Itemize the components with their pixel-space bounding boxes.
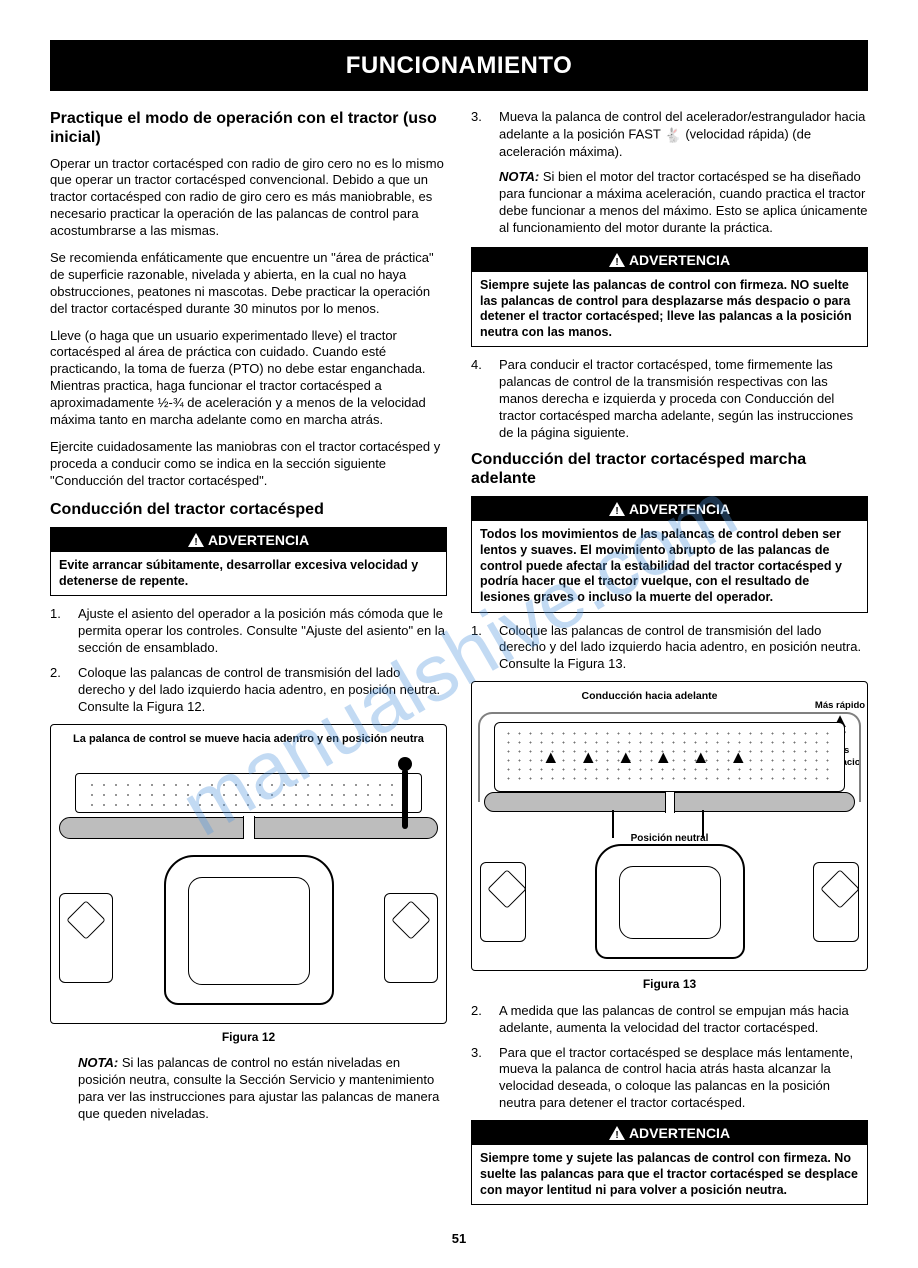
step-r1: Coloque las palancas de control de trans… xyxy=(499,623,868,674)
step-num-r2: 2. xyxy=(471,1003,499,1037)
note-label-1: NOTA: xyxy=(78,1055,118,1070)
warning-body-1: Evite arrancar súbitamente, desarrollar … xyxy=(51,552,446,595)
warning-header-4: ! ADVERTENCIA xyxy=(472,1121,867,1145)
warning-triangle-icon: ! xyxy=(609,253,625,267)
figure-13-top-label: Conducción hacia adelante xyxy=(472,682,867,702)
step-num-4: 4. xyxy=(471,357,499,441)
right-column: 3. Mueva la palanca de control del acele… xyxy=(471,109,868,1215)
warning-header-2: ! ADVERTENCIA xyxy=(472,248,867,272)
step-r2: A medida que las palancas de control se … xyxy=(499,1003,868,1037)
note-text-2: Si bien el motor del tractor cortacésped… xyxy=(499,169,868,235)
warning-box-2: ! ADVERTENCIA Siempre sujete las palanca… xyxy=(471,247,868,348)
step-num-r3: 3. xyxy=(471,1045,499,1113)
page-number: 51 xyxy=(50,1231,868,1248)
figure-13-arrows: ▲ ▲ ▲ ▲ ▲ ▲ xyxy=(532,742,757,772)
figure-12-caption: Figura 12 xyxy=(50,1030,447,1046)
step-4: Para conducir el tractor cortacésped, to… xyxy=(499,357,868,441)
arrow-up-icon: ▲ xyxy=(729,746,747,769)
para-1: Operar un tractor cortacésped con radio … xyxy=(50,156,447,240)
svg-text:!: ! xyxy=(615,257,618,267)
figure-12-lever xyxy=(402,769,408,829)
warning-box-4: ! ADVERTENCIA Siempre tome y sujete las … xyxy=(471,1120,868,1205)
warning-triangle-icon: ! xyxy=(188,533,204,547)
figure-13-pointer-left xyxy=(612,810,614,838)
warning-body-4: Siempre tome y sujete las palancas de co… xyxy=(472,1145,867,1204)
warning-header-3: ! ADVERTENCIA xyxy=(472,497,867,521)
warning-triangle-icon: ! xyxy=(609,1126,625,1140)
warning-triangle-icon: ! xyxy=(609,502,625,516)
para-4: Ejercite cuidadosamente las maniobras co… xyxy=(50,439,447,490)
step-1: Ajuste el asiento del operador a la posi… xyxy=(78,606,447,657)
figure-12-side-left xyxy=(59,893,113,983)
figure-12-control-bar xyxy=(59,817,438,839)
warning-box-3: ! ADVERTENCIA Todos los movimientos de l… xyxy=(471,496,868,612)
step-num-3: 3. xyxy=(471,109,499,161)
left-column: Practique el modo de operación con el tr… xyxy=(50,109,447,1215)
warning-label-3: ADVERTENCIA xyxy=(629,500,730,518)
warning-body-3: Todos los movimientos de las palancas de… xyxy=(472,521,867,611)
warning-label-4: ADVERTENCIA xyxy=(629,1124,730,1142)
figure-13-side-right xyxy=(813,862,859,942)
note-1: NOTA: Si las palancas de control no está… xyxy=(50,1055,447,1123)
heading-practice: Practique el modo de operación con el tr… xyxy=(50,109,447,147)
figure-12-dash xyxy=(75,773,422,813)
figure-13-caption: Figura 13 xyxy=(471,977,868,993)
figure-13-seat xyxy=(595,844,745,964)
rabbit-icon: 🐇 xyxy=(664,126,681,144)
para-2: Se recomienda enfáticamente que encuentr… xyxy=(50,250,447,318)
note-label-2: NOTA: xyxy=(499,169,539,184)
heading-forward: Conducción del tractor cortacésped march… xyxy=(471,450,868,488)
heading-driving: Conducción del tractor cortacésped xyxy=(50,500,447,519)
step-num-2: 2. xyxy=(50,665,78,716)
step-num-1: 1. xyxy=(50,606,78,657)
figure-12-label: La palanca de control se mueve hacia ade… xyxy=(51,725,446,746)
warning-header-1: ! ADVERTENCIA xyxy=(51,528,446,552)
warning-box-1: ! ADVERTENCIA Evite arrancar súbitamente… xyxy=(50,527,447,596)
figure-12: La palanca de control se mueve hacia ade… xyxy=(50,724,447,1024)
figure-13-side-left xyxy=(480,862,526,942)
arrow-up-icon: ▲ xyxy=(617,746,635,769)
figure-13: Conducción hacia adelante Más rápido ▲ ▼… xyxy=(471,681,868,971)
step-num-r1: 1. xyxy=(471,623,499,674)
svg-text:!: ! xyxy=(615,506,618,516)
warning-label-2: ADVERTENCIA xyxy=(629,251,730,269)
arrow-up-icon: ▲ xyxy=(692,746,710,769)
figure-13-control-bar xyxy=(484,792,855,812)
note-text-1: Si las palancas de control no están nive… xyxy=(78,1055,439,1121)
arrow-up-icon: ▲ xyxy=(579,746,597,769)
step-3: Mueva la palanca de control del acelerad… xyxy=(499,109,868,161)
para-3: Lleve (o haga que un usuario experimenta… xyxy=(50,328,447,429)
step-r3: Para que el tractor cortacésped se despl… xyxy=(499,1045,868,1113)
svg-text:!: ! xyxy=(615,1130,618,1140)
warning-label-1: ADVERTENCIA xyxy=(208,531,309,549)
figure-12-seat xyxy=(164,855,334,1015)
page-header: FUNCIONAMIENTO xyxy=(50,40,868,91)
warning-body-2: Siempre sujete las palancas de control c… xyxy=(472,272,867,347)
svg-text:!: ! xyxy=(194,537,197,547)
note-2: NOTA: Si bien el motor del tractor corta… xyxy=(471,169,868,237)
figure-12-side-right xyxy=(384,893,438,983)
step-2: Coloque las palancas de control de trans… xyxy=(78,665,447,716)
arrow-up-icon: ▲ xyxy=(654,746,672,769)
arrow-up-icon: ▲ xyxy=(542,746,560,769)
